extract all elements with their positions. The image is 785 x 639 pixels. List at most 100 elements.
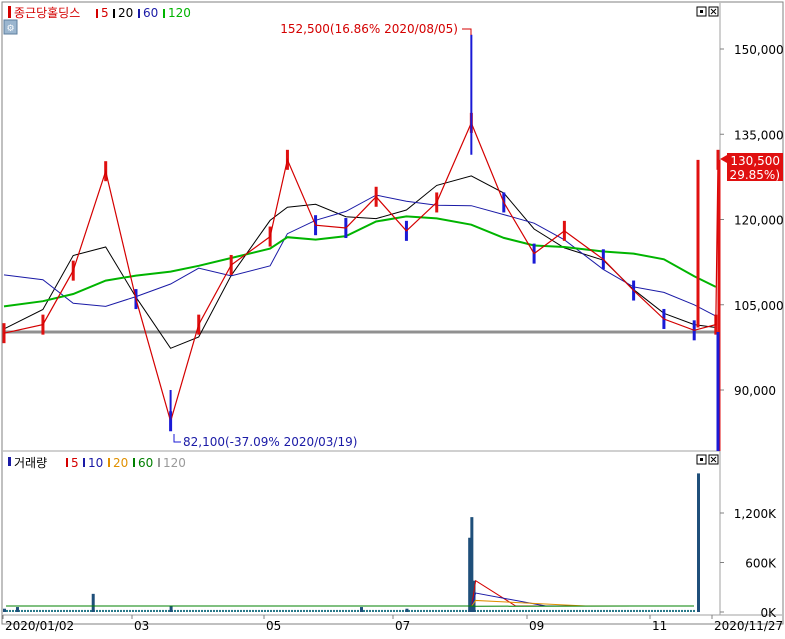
volume-bar-base	[279, 610, 281, 612]
volume-bar-base	[288, 610, 290, 612]
volume-bar-base	[411, 610, 413, 612]
volume-bar-base	[456, 610, 458, 612]
volume-bar-base	[636, 610, 638, 612]
ma-legend-marker	[113, 9, 115, 18]
volume-bar-base	[639, 610, 641, 612]
volume-bar	[360, 607, 363, 612]
volume-bar-base	[687, 610, 689, 612]
volume-bar-base	[315, 610, 317, 612]
volume-bar-base	[615, 610, 617, 612]
volume-bar-base	[39, 610, 41, 612]
volume-bar-base	[369, 610, 371, 612]
volume-bar-base	[123, 610, 125, 612]
volume-bar-base	[534, 610, 536, 612]
volume-bar-base	[684, 610, 686, 612]
x-tick-label: 2020/01/02	[5, 619, 74, 633]
volume-bar	[697, 473, 700, 612]
volume-bar-base	[645, 610, 647, 612]
volume-bar-base	[9, 610, 11, 612]
volume-bar-base	[657, 610, 659, 612]
volume-bar-base	[606, 610, 608, 612]
volume-bar-base	[222, 610, 224, 612]
volume-bar-base	[564, 610, 566, 612]
volume-bar-base	[12, 610, 14, 612]
volume-bar-base	[180, 610, 182, 612]
volume-bar-base	[333, 610, 335, 612]
volume-bar-base	[504, 610, 506, 612]
volume-bar-base	[21, 610, 23, 612]
volume-bar-base	[642, 610, 644, 612]
settings-icon: ⚙	[6, 24, 14, 34]
volume-bar-base	[621, 610, 623, 612]
volume-bar-base	[669, 610, 671, 612]
volume-bar-base	[660, 610, 662, 612]
volume-bar-base	[624, 610, 626, 612]
volume-bar-base	[297, 610, 299, 612]
volume-bar-base	[432, 610, 434, 612]
volume-bar-base	[567, 610, 569, 612]
volume-bar-base	[225, 610, 227, 612]
x-tick-label: 2020/11/27	[714, 619, 783, 633]
volume-bar-base	[63, 610, 65, 612]
volume-bar-base	[72, 610, 74, 612]
volume-bar-base	[195, 610, 197, 612]
volume-bar-base	[522, 610, 524, 612]
vol-ma-legend-label: 60	[138, 456, 153, 470]
volume-bar-base	[627, 610, 629, 612]
volume-bar-base	[597, 610, 599, 612]
volume-bar-base	[387, 610, 389, 612]
volume-bar-base	[579, 610, 581, 612]
volume-bar-base	[153, 610, 155, 612]
volume-bar-base	[348, 610, 350, 612]
ma-legend-label: 5	[101, 6, 109, 20]
volume-bar-base	[678, 610, 680, 612]
vol-ma-legend-marker	[66, 458, 68, 467]
vol-ma-legend-marker	[158, 458, 160, 467]
vol-ma-legend-label: 10	[88, 456, 103, 470]
volume-bar-base	[414, 610, 416, 612]
volume-bar-base	[594, 610, 596, 612]
volume-bar-base	[423, 610, 425, 612]
volume-bar-base	[540, 610, 542, 612]
stock-name: 종근당홀딩스	[14, 6, 80, 20]
volume-tick-label: 1,200K	[734, 507, 777, 521]
volume-bar-base	[291, 610, 293, 612]
volume-bar-base	[234, 610, 236, 612]
volume-bar-base	[246, 610, 248, 612]
volume-bar-base	[570, 610, 572, 612]
volume-bar-base	[693, 610, 695, 612]
volume-bar-base	[318, 610, 320, 612]
volume-bar-base	[417, 610, 419, 612]
volume-bar-base	[390, 610, 392, 612]
volume-bar-base	[342, 610, 344, 612]
volume-bar-base	[312, 610, 314, 612]
volume-bar-base	[633, 610, 635, 612]
volume-bar-base	[144, 610, 146, 612]
volume-bar-base	[588, 610, 590, 612]
volume-bar-base	[210, 610, 212, 612]
volume-bar-base	[231, 610, 233, 612]
volume-bar-base	[486, 610, 488, 612]
volume-bar-base	[618, 610, 620, 612]
volume-bar-base	[396, 610, 398, 612]
volume-bar-base	[294, 610, 296, 612]
volume-bar	[16, 607, 19, 612]
volume-bar-base	[147, 610, 149, 612]
volume-bar-base	[216, 610, 218, 612]
volume-bar-base	[99, 610, 101, 612]
volume-bar-base	[237, 610, 239, 612]
volume-bar-base	[33, 610, 35, 612]
volume-bar-base	[336, 610, 338, 612]
vol-ma-legend-label: 120	[163, 456, 186, 470]
volume-bar-base	[192, 610, 194, 612]
volume-bar-base	[531, 610, 533, 612]
volume-bar-base	[612, 610, 614, 612]
volume-bar-base	[453, 610, 455, 612]
chart-settings-button[interactable]: ⚙	[4, 20, 17, 34]
volume-bar-base	[66, 610, 68, 612]
volume-title: 거래량	[14, 456, 47, 470]
volume-bar-base	[159, 610, 161, 612]
volume-bar-base	[498, 610, 500, 612]
volume-bar-base	[561, 610, 563, 612]
